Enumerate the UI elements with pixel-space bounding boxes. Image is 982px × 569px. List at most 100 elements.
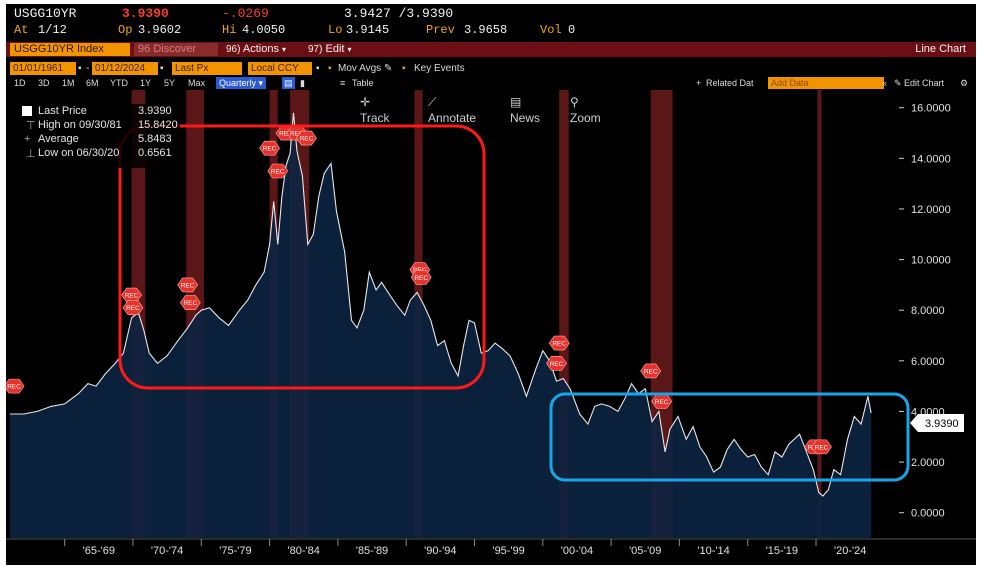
rec-marker: REC (548, 335, 570, 351)
track-label: Track (360, 111, 390, 125)
at-value: 1/12 (38, 23, 67, 37)
actions-label: Actions (242, 43, 279, 55)
rec-marker: REC (259, 140, 280, 156)
low-value: 3.9145 (346, 23, 390, 37)
date-separator: - (86, 63, 90, 74)
x-tick-label: '15-'19 (766, 545, 798, 557)
track-tool[interactable]: ✛ Track (360, 94, 390, 126)
edit-label: Edit (325, 43, 345, 55)
period-6m[interactable]: 6M (86, 78, 99, 88)
rec-marker-label: REC (181, 282, 195, 289)
start-date-field[interactable]: 01/01/1961 (10, 62, 76, 75)
volume-value: 0 (568, 23, 576, 37)
rec-marker: REC (811, 439, 832, 455)
open-value: 3.9602 (138, 23, 182, 37)
x-axis: '65-'69 '70-'74 '75-'79 '80-'84 '85-'89 '90-'… (6, 538, 976, 557)
bid-ask-value: 3.9427 /3.9390 (344, 6, 454, 21)
last-price-value: 3.9390 (122, 6, 169, 21)
rec-marker: REC (121, 287, 142, 303)
low-marker-icon: ⊥ (26, 148, 36, 160)
security-field[interactable]: USGG10YR Index (10, 43, 130, 56)
at-label: At (14, 23, 29, 37)
collapse-icon[interactable]: « (882, 78, 888, 88)
rec-marker-shape (410, 269, 432, 285)
rec-marker: REC (546, 356, 567, 371)
period-3d[interactable]: 3D (38, 78, 50, 88)
checkbox-icon[interactable]: ▪ (328, 63, 332, 74)
rec-marker: REC (179, 295, 201, 310)
pencil-icon[interactable]: ✎ (894, 78, 902, 88)
period-ytd[interactable]: YTD (110, 78, 128, 88)
period-max[interactable]: Max (188, 78, 206, 88)
key-events-label[interactable]: Key Events (414, 63, 465, 74)
chart-legend: Last Price 3.9390 ⊤ High on 09/30/81 15.… (18, 104, 180, 168)
rec-marker-label: REC (550, 361, 564, 368)
price-change-value: -.0269 (222, 6, 269, 21)
x-tick-label: '20-'24 (834, 545, 866, 557)
actions-menu[interactable]: 96) Actions ▾ (222, 43, 300, 56)
calendar-icon[interactable]: ▪ (160, 63, 164, 74)
mov-avgs-toggle[interactable]: Mov Avgs ✎ (338, 62, 392, 75)
table-icon[interactable]: ≡ (340, 78, 346, 88)
rec-marker-shape (179, 295, 201, 310)
rec-marker-label: REC (552, 341, 566, 348)
plus-icon[interactable]: + (696, 78, 702, 88)
dropdown-icon[interactable]: ▪ (316, 63, 320, 74)
discover-label: Discover (153, 43, 197, 55)
price-field-select[interactable]: Last Px (172, 62, 242, 75)
high-marker-icon: ⊤ (26, 120, 36, 132)
end-date-field[interactable]: 01/12/2024 (92, 62, 158, 75)
rec-marker-shape (177, 277, 198, 293)
table-button[interactable]: Table (352, 78, 374, 88)
chevron-down-icon: ▾ (347, 45, 352, 54)
zoom-tool[interactable]: ⚲ Zoom (570, 94, 601, 126)
bar-chart-icon[interactable]: ▮ (300, 78, 305, 88)
y-tick-label: 10.0000 (911, 255, 951, 267)
period-1d[interactable]: 1D (14, 78, 26, 88)
rec-marker-label: REC (655, 399, 669, 406)
related-data-button[interactable]: Related Dat (706, 78, 754, 88)
period-bar: 1D 3D 1M 6M YTD 1Y 5Y Max Quarterly ▾ ▤ … (6, 77, 976, 90)
volume-label: Vol (540, 23, 562, 37)
actions-code: 96) (226, 44, 241, 55)
chart-area[interactable]: RECRECRECRECRECRECRECRECRECRECRECRECRECR… (6, 90, 976, 565)
rec-marker: REC (640, 363, 662, 379)
period-1y[interactable]: 1Y (140, 78, 152, 88)
legend-low-value: 0.6561 (138, 147, 172, 159)
rec-marker-label: REC (644, 368, 658, 375)
news-icon: ▤ (510, 95, 522, 109)
news-tool[interactable]: ▤ News (510, 94, 540, 126)
last-price-tag-text: 3.9390 (925, 418, 959, 430)
period-1m[interactable]: 1M (62, 78, 75, 88)
quote-header: USGG10YR 3.9390 -.0269 3.9427 /3.9390 (6, 6, 976, 22)
edit-chart-button[interactable]: Edit Chart (904, 78, 945, 88)
high-label: Hi (222, 23, 237, 37)
frequency-select[interactable]: Quarterly ▾ (216, 77, 267, 89)
period-5y[interactable]: 5Y (164, 78, 176, 88)
yield-area-fill (10, 112, 872, 539)
rec-marker-shape (121, 287, 142, 303)
calendar-icon[interactable]: ▪ (78, 63, 82, 74)
rec-marker-shape (267, 163, 289, 179)
edit-menu[interactable]: 97) Edit ▾ (304, 43, 364, 56)
legend-high-label: High on 09/30/81 (38, 119, 122, 131)
legend-low-label: Low on 06/30/20 (38, 147, 120, 159)
currency-select[interactable]: Local CCY (248, 62, 312, 75)
discover-button[interactable]: 96 Discover (134, 43, 218, 56)
magnifier-icon: ⚲ (570, 95, 579, 109)
chart-style-icon[interactable]: ▤ (282, 77, 295, 89)
checkbox-icon[interactable]: ▪ (402, 63, 406, 74)
add-data-field[interactable]: Add Data (768, 77, 884, 89)
y-tick-label: 8.0000 (911, 305, 945, 317)
gear-icon[interactable]: ⚙ (960, 78, 969, 88)
chevron-down-icon: ▾ (282, 45, 287, 54)
x-tick-label: '80-'84 (288, 545, 320, 557)
legend-average-label: Average (38, 133, 79, 145)
annotate-tool[interactable]: ⟋ Annotate (428, 94, 476, 126)
rec-marker-shape (640, 363, 662, 379)
discover-code: 96 (138, 43, 151, 55)
y-tick-label: 0.0000 (911, 508, 945, 520)
rec-marker-label: REC (414, 275, 428, 282)
rec-marker-shape (259, 140, 280, 156)
rec-marker-label: REC (290, 131, 304, 138)
